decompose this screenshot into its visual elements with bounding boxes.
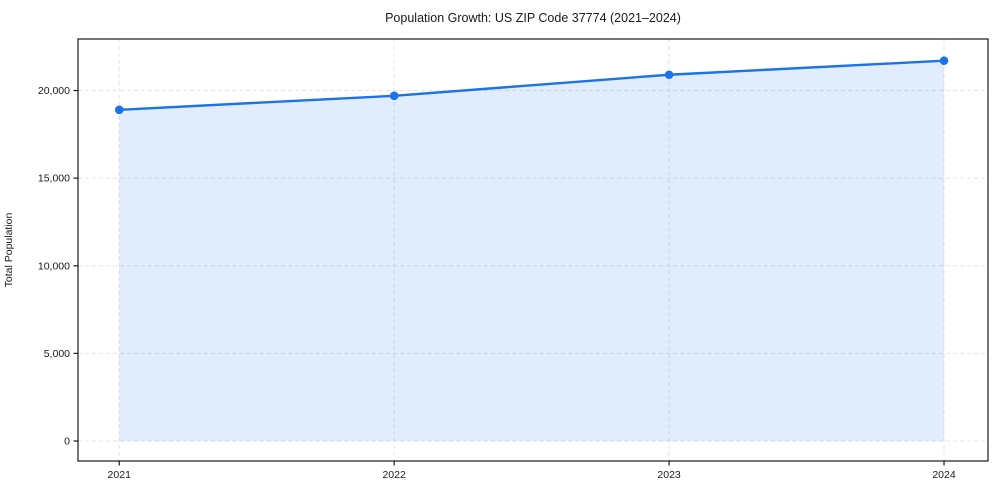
x-tick-label: 2021 [108, 469, 132, 481]
x-tick-label: 2022 [382, 469, 406, 481]
y-tick-label: 10,000 [38, 260, 70, 272]
data-point-2023 [664, 70, 674, 80]
data-point-2024 [939, 56, 949, 66]
data-point-2021 [114, 105, 124, 115]
area-fill [119, 60, 945, 442]
y-tick-label: 5,000 [44, 348, 70, 360]
y-tick-label: 15,000 [38, 173, 70, 185]
axes-spines [77, 38, 989, 462]
data-point-2022 [389, 91, 399, 101]
x-tick-label: 2023 [657, 469, 681, 481]
y-tick-label: 0 [64, 436, 70, 448]
line-series [118, 59, 946, 112]
y-tick-label: 20,000 [38, 85, 70, 97]
chart-title: Population Growth: US ZIP Code 37774 (20… [385, 11, 681, 25]
x-tick-label: 2024 [932, 469, 956, 481]
